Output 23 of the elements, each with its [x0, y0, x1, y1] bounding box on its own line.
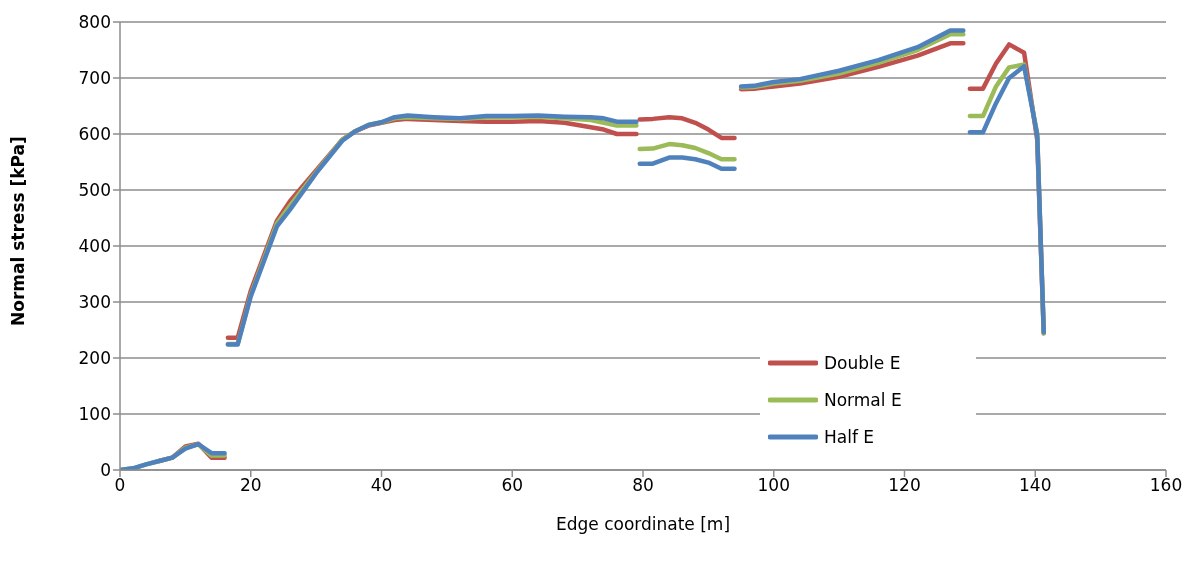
- y-axis-title: Normal stress [kPa]: [8, 136, 29, 326]
- x-tick-label: 80: [632, 475, 654, 496]
- y-tick-label: 400: [78, 236, 111, 257]
- x-tick-label: 120: [888, 475, 921, 496]
- y-tick-label: 600: [78, 124, 111, 145]
- y-tick-label: 300: [78, 292, 111, 313]
- x-tick-label: 140: [1019, 475, 1052, 496]
- legend-label: Normal E: [824, 389, 902, 410]
- x-tick-label: 100: [757, 475, 790, 496]
- x-tick-label: 40: [370, 475, 393, 496]
- y-tick-label: 0: [100, 460, 111, 481]
- y-tick-label: 100: [78, 404, 111, 425]
- x-tick-label: 60: [501, 475, 524, 496]
- x-tick-label: 0: [114, 475, 126, 496]
- x-tick-label: 20: [239, 475, 262, 496]
- x-tick-label: 160: [1149, 475, 1183, 496]
- legend-label: Half E: [824, 426, 875, 447]
- y-tick-label: 200: [78, 348, 111, 369]
- y-tick-label: 800: [78, 12, 111, 33]
- y-tick-label: 500: [78, 180, 111, 201]
- y-tick-label: 700: [78, 68, 111, 89]
- legend-label: Double E: [824, 352, 901, 373]
- x-axis-title: Edge coordinate [m]: [555, 514, 731, 534]
